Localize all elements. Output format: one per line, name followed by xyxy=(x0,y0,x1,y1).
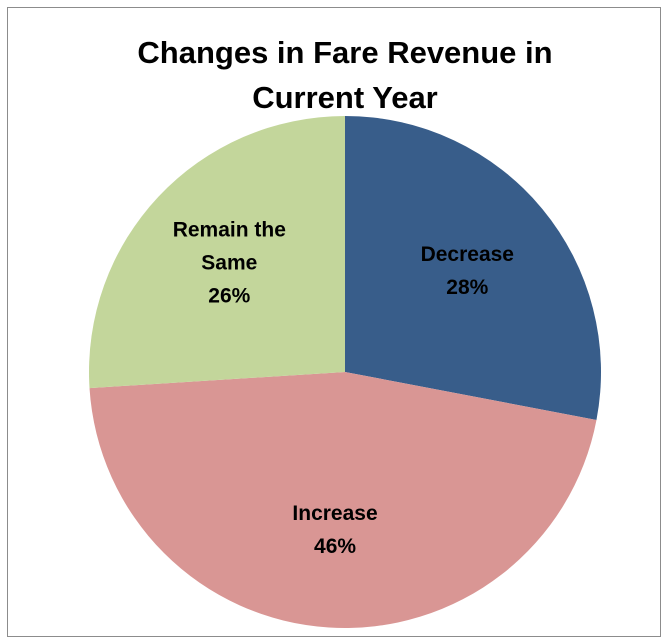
value-label: 28% xyxy=(446,275,489,299)
category-label: Remain the Same xyxy=(172,218,286,275)
category-label: Increase xyxy=(292,502,378,526)
pie-slice xyxy=(88,116,345,389)
pie-slice xyxy=(345,116,601,420)
pie-slice xyxy=(89,372,597,628)
value-label: 46% xyxy=(314,535,357,559)
value-label: 26% xyxy=(208,284,251,308)
slice-label: Decrease 28% xyxy=(392,238,542,304)
chart-title: Changes in Fare Revenue in Current Year xyxy=(137,35,553,115)
category-label: Decrease xyxy=(420,242,514,266)
slice-label: Increase 46% xyxy=(260,497,410,563)
slice-label: Remain the Same 26% xyxy=(169,214,289,313)
